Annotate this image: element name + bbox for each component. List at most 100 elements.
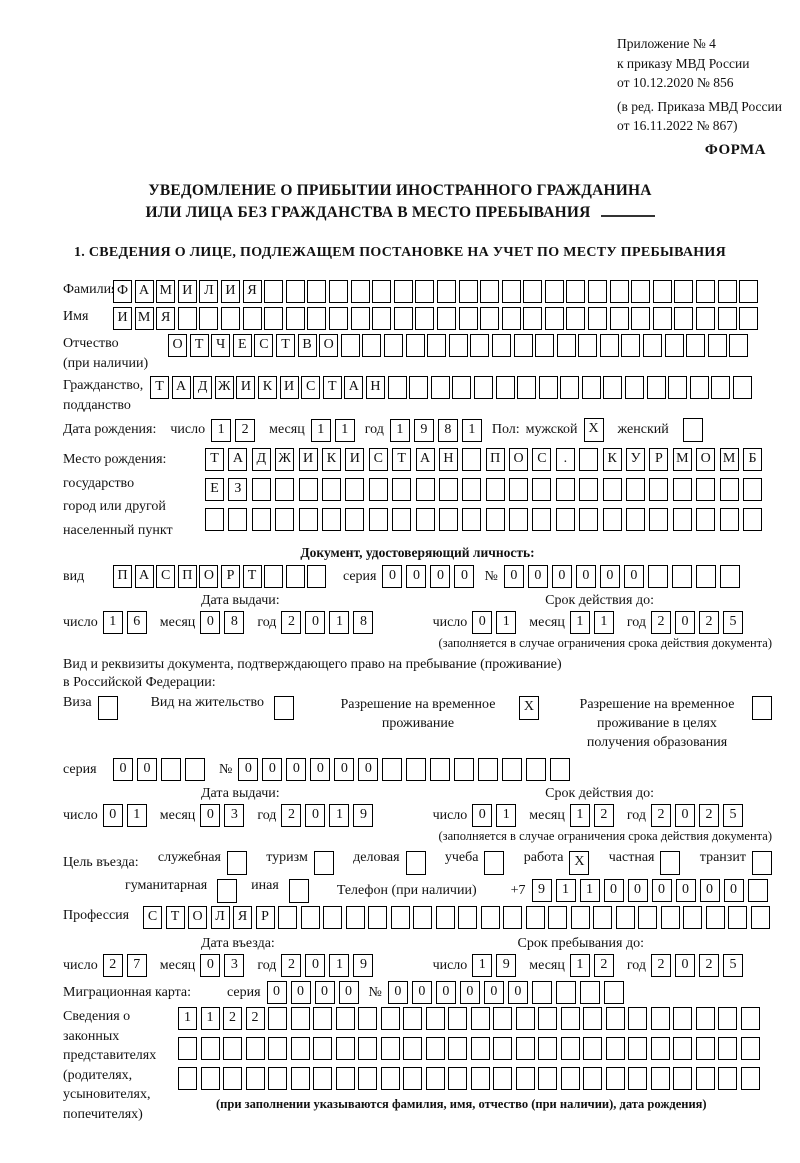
char-cell[interactable]: 0 <box>675 804 695 827</box>
char-cell[interactable]: 9 <box>531 879 552 902</box>
char-cell[interactable] <box>689 376 709 399</box>
char-cell[interactable] <box>393 307 413 330</box>
char-cell[interactable]: 0 <box>503 565 524 588</box>
char-cell[interactable] <box>307 307 327 330</box>
char-cell[interactable] <box>285 280 305 303</box>
char-cell[interactable] <box>626 478 646 501</box>
char-cell[interactable] <box>672 478 692 501</box>
char-cell[interactable] <box>290 1037 310 1060</box>
char-cell[interactable]: П <box>177 565 197 588</box>
char-cell[interactable] <box>560 1067 580 1090</box>
char-cell[interactable] <box>372 307 392 330</box>
char-cell[interactable]: Т <box>322 376 342 399</box>
char-cell[interactable] <box>264 307 284 330</box>
char-cell[interactable] <box>430 376 450 399</box>
char-cell[interactable] <box>668 376 688 399</box>
char-cell[interactable]: Т <box>205 448 224 471</box>
char-cell[interactable] <box>495 376 515 399</box>
char-cell[interactable] <box>579 448 599 471</box>
char-cell[interactable]: П <box>485 448 505 471</box>
char-cell[interactable]: 0 <box>411 981 432 1004</box>
char-cell[interactable] <box>509 478 529 501</box>
char-cell[interactable]: А <box>134 565 154 588</box>
char-cell[interactable] <box>470 1007 490 1030</box>
char-cell[interactable] <box>300 906 320 929</box>
char-cell[interactable]: 0 <box>507 981 528 1004</box>
char-cell[interactable] <box>739 280 759 303</box>
char-cell[interactable] <box>307 565 327 588</box>
char-cell[interactable] <box>674 280 694 303</box>
char-cell[interactable] <box>602 508 622 531</box>
char-cell[interactable]: 0 <box>675 954 695 977</box>
char-cell[interactable] <box>485 508 505 531</box>
char-cell[interactable]: 3 <box>224 804 245 827</box>
char-cell[interactable] <box>583 1067 602 1090</box>
char-cell[interactable]: 0 <box>623 565 644 588</box>
char-cell[interactable] <box>583 1037 602 1060</box>
char-cell[interactable] <box>493 1007 512 1030</box>
char-cell[interactable] <box>513 334 533 357</box>
char-cell[interactable]: 9 <box>496 954 517 977</box>
char-cell[interactable] <box>560 1037 580 1060</box>
char-cell[interactable] <box>718 1037 737 1060</box>
char-cell[interactable] <box>747 879 768 902</box>
char-cell[interactable] <box>581 376 601 399</box>
char-cell[interactable] <box>358 1037 377 1060</box>
char-cell[interactable] <box>631 280 651 303</box>
char-cell[interactable] <box>275 508 295 531</box>
char-cell[interactable] <box>650 1037 670 1060</box>
char-cell[interactable] <box>382 758 403 781</box>
char-cell[interactable]: 1 <box>555 879 576 902</box>
char-cell[interactable] <box>226 851 247 875</box>
char-cell[interactable]: 9 <box>413 418 434 442</box>
char-cell[interactable] <box>438 508 458 531</box>
char-cell[interactable] <box>340 334 360 357</box>
char-cell[interactable]: Ж <box>275 448 295 471</box>
char-cell[interactable] <box>380 1067 400 1090</box>
char-cell[interactable]: Т <box>150 376 169 399</box>
char-cell[interactable]: И <box>220 280 240 303</box>
char-cell[interactable]: 1 <box>329 954 350 977</box>
char-cell[interactable]: 1 <box>389 418 410 442</box>
char-cell[interactable] <box>660 906 680 929</box>
char-cell[interactable]: И <box>298 448 318 471</box>
char-cell[interactable] <box>579 981 600 1004</box>
char-cell[interactable] <box>625 376 645 399</box>
char-cell[interactable] <box>228 508 248 531</box>
char-cell[interactable]: 0 <box>627 879 648 902</box>
char-cell[interactable] <box>742 478 762 501</box>
char-cell[interactable]: 2 <box>102 954 123 977</box>
char-cell[interactable] <box>268 1067 287 1090</box>
char-cell[interactable]: 2 <box>223 1007 242 1030</box>
char-cell[interactable] <box>532 478 552 501</box>
char-cell[interactable] <box>605 1037 625 1060</box>
char-cell[interactable] <box>387 376 407 399</box>
char-cell[interactable]: О <box>319 334 339 357</box>
char-cell[interactable]: 0 <box>675 879 696 902</box>
char-cell[interactable]: X <box>583 418 604 442</box>
char-cell[interactable]: К <box>321 448 341 471</box>
char-cell[interactable] <box>298 508 318 531</box>
char-cell[interactable]: Б <box>742 448 762 471</box>
char-cell[interactable] <box>695 1037 715 1060</box>
char-cell[interactable] <box>535 334 555 357</box>
char-cell[interactable]: Д <box>251 448 271 471</box>
char-cell[interactable]: Е <box>232 334 252 357</box>
char-cell[interactable] <box>523 307 543 330</box>
char-cell[interactable]: И <box>236 376 256 399</box>
char-cell[interactable]: Р <box>255 906 275 929</box>
char-cell[interactable] <box>328 280 348 303</box>
char-cell[interactable] <box>660 851 681 875</box>
char-cell[interactable] <box>718 1067 737 1090</box>
char-cell[interactable]: 2 <box>593 804 614 827</box>
char-cell[interactable]: 0 <box>305 954 326 977</box>
char-cell[interactable] <box>438 478 458 501</box>
char-cell[interactable] <box>425 1007 445 1030</box>
char-cell[interactable] <box>435 906 455 929</box>
char-cell[interactable]: 2 <box>651 954 671 977</box>
char-cell[interactable]: С <box>143 906 162 929</box>
char-cell[interactable] <box>178 1037 197 1060</box>
char-cell[interactable] <box>406 758 427 781</box>
char-cell[interactable]: X <box>518 696 539 720</box>
char-cell[interactable]: 9 <box>353 954 374 977</box>
